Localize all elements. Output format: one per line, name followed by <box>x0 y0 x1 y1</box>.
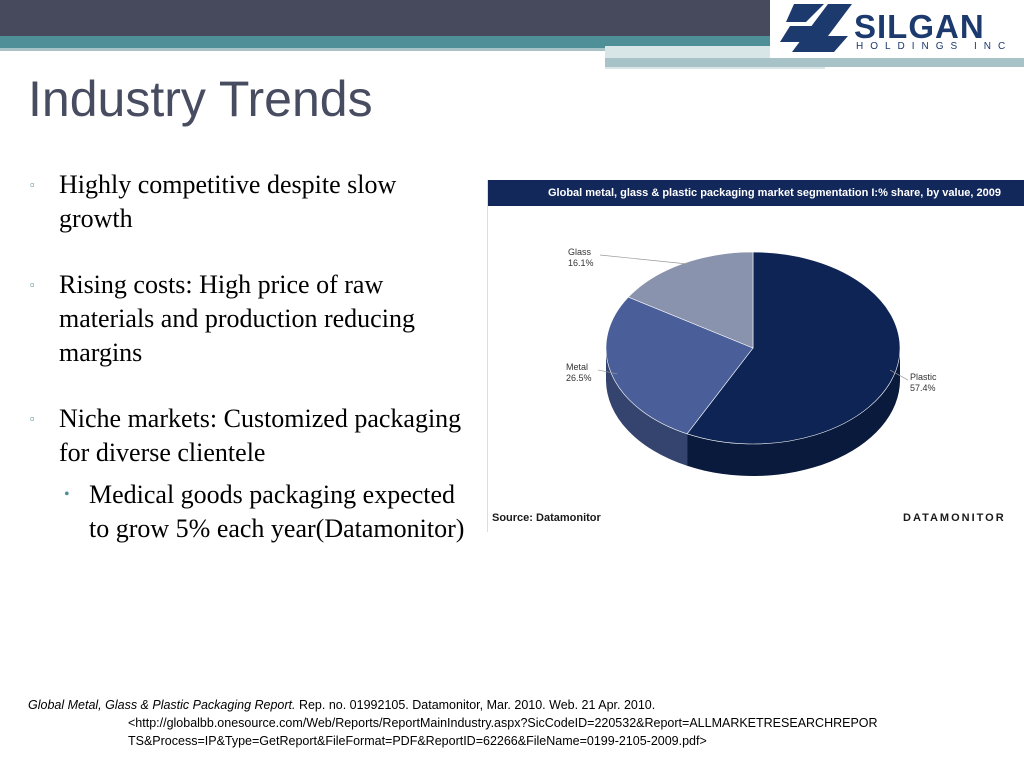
pie-label-value: 26.5% <box>566 372 592 383</box>
bullet-text: Niche markets: Customized packaging for … <box>59 404 462 467</box>
pie-leader-line <box>597 369 618 375</box>
pie-label-plastic: Plastic 57.4% <box>910 372 937 394</box>
header-stripe-light <box>0 48 770 51</box>
citation-details: Rep. no. 01992105. Datamonitor, Mar. 201… <box>295 698 656 712</box>
pie-label-name: Glass <box>568 247 592 257</box>
citation: Global Metal, Glass & Plastic Packaging … <box>28 696 1008 750</box>
bullet-item: ▫ Niche markets: Customized packaging fo… <box>30 402 470 470</box>
square-bullet-icon: ▫ <box>30 277 35 292</box>
dot-bullet-icon: • <box>64 486 70 503</box>
logo-mark-icon <box>780 4 852 52</box>
pie-slice-metal <box>605 296 754 435</box>
chart-source: Source: Datamonitor <box>492 512 601 524</box>
pie-slice-glass <box>627 251 754 349</box>
bullet-list: ▫ Highly competitive despite slow growth… <box>30 168 470 546</box>
sub-bullet-item: • Medical goods packaging expected to gr… <box>30 478 470 546</box>
logo-subtext: HOLDINGS INC <box>856 41 1013 52</box>
chart-brand: DATAMONITOR <box>903 512 1006 524</box>
header-stripe-right <box>605 58 1024 67</box>
citation-url-2: TS&Process=IP&Type=GetReport&FileFormat=… <box>128 734 707 748</box>
citation-url-1: <http://globalbb.onesource.com/Web/Repor… <box>128 716 878 730</box>
pie-chart <box>597 251 909 477</box>
pie-label-name: Metal <box>566 361 589 372</box>
pie-label-name: Plastic <box>910 372 937 383</box>
header-bar <box>0 0 770 36</box>
citation-title: Global Metal, Glass & Plastic Packaging … <box>28 698 296 712</box>
citation-line: Global Metal, Glass & Plastic Packaging … <box>28 696 1008 714</box>
square-bullet-icon: ▫ <box>30 411 35 426</box>
chart-title: Global metal, glass & plastic packaging … <box>548 187 1002 199</box>
slide-title: Industry Trends <box>28 71 373 127</box>
bullet-item: ▫ Rising costs: High price of raw materi… <box>30 268 470 370</box>
chart-title-bar: Global metal, glass & plastic packaging … <box>488 180 1024 206</box>
company-logo: SILGAN HOLDINGS INC <box>770 0 1024 58</box>
pie-wall-metal <box>606 348 688 466</box>
bullet-item: ▫ Highly competitive despite slow growth <box>30 168 470 236</box>
pie-leader-line <box>889 369 909 381</box>
sub-bullet-text: Medical goods packaging expected to grow… <box>89 480 465 543</box>
pie-label-glass: Glass 16.1% <box>568 247 594 269</box>
pie-slice-plastic <box>686 251 901 445</box>
pie-label-value: 16.1% <box>568 258 594 268</box>
logo-wordmark: SILGAN <box>854 8 985 45</box>
pie-wall-plastic <box>687 348 900 477</box>
pie-label-value: 57.4% <box>910 383 936 394</box>
bullet-text: Rising costs: High price of raw material… <box>59 270 415 367</box>
pie-chart-image: Global metal, glass & plastic packaging … <box>487 180 1024 532</box>
pie-label-metal: Metal 26.5% <box>566 362 592 384</box>
pie-leader-line <box>599 254 688 265</box>
bullet-text: Highly competitive despite slow growth <box>59 170 397 233</box>
header-stripe <box>0 36 770 48</box>
square-bullet-icon: ▫ <box>30 177 35 192</box>
